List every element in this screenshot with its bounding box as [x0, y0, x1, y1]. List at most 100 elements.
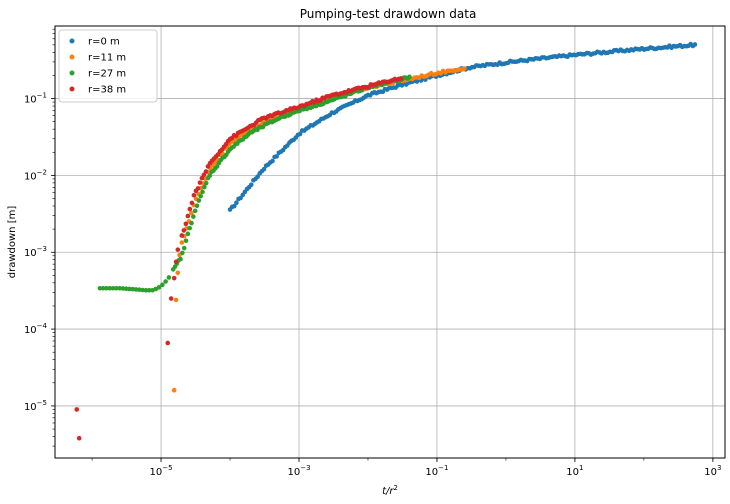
data-point — [127, 286, 132, 292]
data-point — [110, 285, 116, 291]
y-axis-label: drawdown [m] — [7, 206, 18, 279]
x-tick-label: 10−3 — [287, 464, 310, 478]
data-point — [163, 279, 168, 284]
data-point — [201, 172, 207, 178]
data-point — [215, 152, 221, 157]
data-point — [160, 282, 165, 288]
data-point — [248, 182, 254, 188]
legend-label: r=0 m — [88, 37, 120, 48]
data-point — [197, 180, 203, 185]
legend-box — [58, 29, 158, 103]
data-point — [156, 285, 162, 290]
data-point — [137, 287, 142, 293]
data-point — [194, 203, 200, 209]
x-axis-label: t/r2 — [382, 484, 398, 497]
data-point — [203, 180, 209, 186]
data-point — [198, 193, 203, 199]
data-point — [178, 256, 183, 262]
y-tick-label: 10−2 — [24, 168, 47, 182]
chart-title: Pumping-test drawdown data — [300, 7, 477, 21]
data-point — [199, 175, 205, 181]
data-point — [195, 186, 201, 191]
data-point — [187, 225, 192, 231]
data-point — [175, 270, 181, 276]
data-point — [196, 198, 202, 203]
series-r-0-m — [227, 41, 698, 212]
data-point — [97, 285, 103, 291]
legend-marker — [69, 70, 75, 76]
data-point — [179, 240, 185, 245]
data-point — [189, 210, 194, 216]
legend-marker — [69, 38, 75, 44]
data-point — [297, 131, 303, 137]
data-point — [398, 76, 404, 81]
legend-label: r=38 m — [88, 85, 126, 96]
legend-label: r=27 m — [88, 69, 126, 80]
data-point — [100, 285, 106, 291]
x-tick-label: 10−5 — [150, 464, 173, 478]
x-tick-label: 10−1 — [425, 464, 448, 478]
data-point — [407, 74, 412, 80]
data-point — [171, 387, 177, 393]
data-point — [255, 174, 260, 179]
data-point — [185, 231, 191, 237]
legend-marker — [69, 54, 75, 60]
x-tick-label: 101 — [566, 464, 583, 478]
data-point — [117, 285, 122, 291]
data-point — [231, 203, 237, 209]
data-point — [146, 287, 152, 293]
data-point — [192, 208, 198, 214]
data-point — [123, 286, 129, 292]
data-points — [74, 41, 698, 441]
data-point — [165, 340, 171, 346]
data-point — [76, 435, 82, 441]
data-point — [191, 192, 197, 198]
y-tick-label: 10−5 — [24, 399, 47, 413]
plot-area — [55, 26, 725, 458]
y-tick-label: 10−4 — [24, 322, 48, 336]
data-point — [133, 287, 139, 292]
data-point — [114, 285, 119, 291]
data-point — [183, 238, 189, 244]
data-point — [185, 213, 191, 219]
data-point — [171, 275, 177, 281]
data-point — [692, 42, 698, 47]
series-r-27-m — [97, 74, 412, 293]
data-point — [181, 245, 187, 251]
data-point — [203, 169, 209, 174]
data-point — [120, 286, 126, 291]
data-point — [214, 164, 220, 169]
data-point — [180, 250, 185, 256]
data-point — [261, 166, 267, 172]
data-point — [202, 184, 207, 190]
data-point — [104, 285, 109, 291]
legend-marker — [69, 86, 75, 92]
data-point — [207, 173, 213, 178]
x-axis-ticks: 10−5 10−3 10−1 101 103 — [91, 458, 721, 478]
data-point — [234, 200, 239, 206]
data-point — [179, 233, 185, 238]
series-r-38-m — [74, 76, 404, 441]
data-point — [189, 200, 195, 206]
legend-label: r=11 m — [88, 53, 126, 64]
y-tick-label: 10−3 — [24, 245, 47, 259]
data-point — [200, 189, 205, 195]
data-point — [175, 247, 181, 252]
legend: r=0 m r=11 m r=27 m r=38 m — [58, 29, 158, 103]
data-point — [191, 214, 196, 219]
data-point — [181, 228, 187, 233]
data-point — [74, 407, 80, 412]
data-point — [274, 154, 280, 159]
y-tick-label: 10−1 — [24, 92, 47, 106]
data-point — [168, 296, 174, 301]
data-point — [187, 206, 193, 212]
grid — [55, 26, 725, 458]
data-point — [183, 221, 189, 227]
data-point — [130, 286, 136, 292]
plot-frame — [54, 25, 726, 459]
data-point — [173, 259, 179, 265]
y-axis-ticks: 10−5 10−4 10−3 10−2 10−1 — [24, 28, 55, 447]
data-point — [143, 287, 149, 293]
x-tick-label: 103 — [704, 464, 721, 478]
